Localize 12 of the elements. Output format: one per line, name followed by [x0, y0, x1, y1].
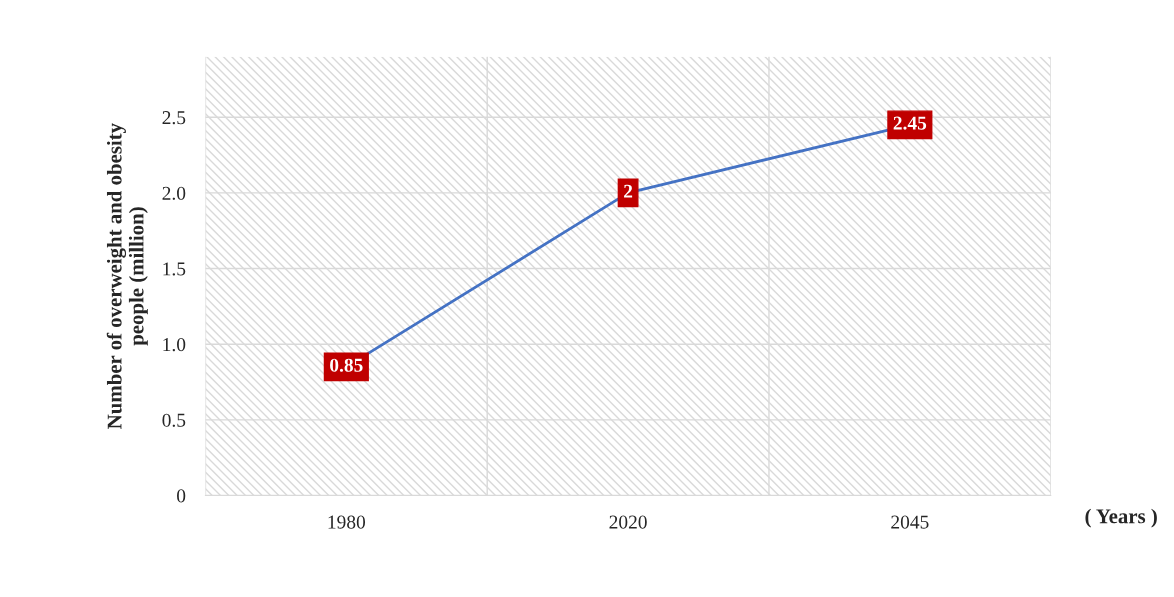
- y-tick-label: 1.5: [163, 262, 186, 276]
- x-axis-title: ( Years ): [1085, 508, 1157, 528]
- y-tick-label: 2.0: [162, 186, 186, 200]
- y-tick-label: 1.0: [163, 338, 186, 352]
- x-tick-label: 2045: [891, 515, 929, 529]
- y-axis-title: Number of overweight and obesity people (million): [106, 123, 148, 429]
- data-label: 2: [624, 184, 633, 198]
- y-tick-label: 0.5: [162, 413, 186, 427]
- x-tick-label: 2020: [609, 515, 647, 529]
- x-tick-label: 1980: [328, 515, 366, 529]
- y-tick-label: 0: [177, 489, 186, 503]
- y-tick-label: 2.5: [162, 111, 186, 125]
